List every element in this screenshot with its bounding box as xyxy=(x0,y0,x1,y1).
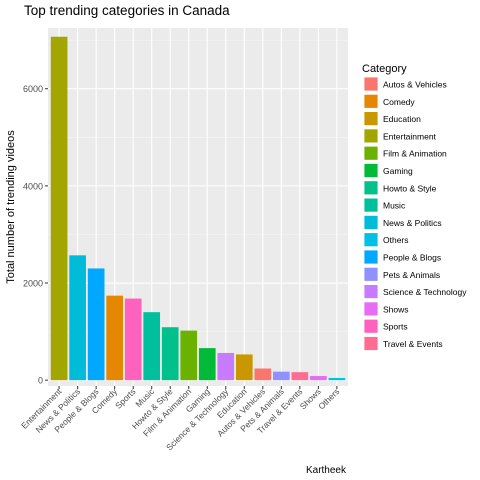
bar xyxy=(291,372,309,381)
legend-label: Sports xyxy=(383,322,408,332)
legend-key xyxy=(363,266,379,282)
legend-key xyxy=(363,284,379,300)
legend-key xyxy=(363,318,379,334)
legend-label: Film & Animation xyxy=(383,149,447,159)
legend-key xyxy=(363,145,379,161)
legend-label: Gaming xyxy=(383,166,413,176)
bar xyxy=(310,376,327,381)
legend-key xyxy=(363,128,379,144)
bar xyxy=(161,327,179,381)
legend-key xyxy=(363,214,379,230)
bar xyxy=(217,352,235,381)
bar xyxy=(124,298,142,381)
bar xyxy=(106,295,123,381)
y-axis: 0 2000 4000 6000 xyxy=(23,84,48,386)
legend-key xyxy=(363,301,379,317)
legend-label: People & Blogs xyxy=(383,253,441,263)
bar xyxy=(254,368,272,381)
bar xyxy=(50,36,68,381)
legend-label: Comedy xyxy=(383,97,415,107)
bar xyxy=(235,354,253,381)
legend-title: Category xyxy=(362,63,407,75)
legend-key xyxy=(363,232,379,248)
legend-key xyxy=(363,76,379,92)
legend-key xyxy=(363,249,379,265)
legend-label: Science & Technology xyxy=(383,287,467,297)
legend-label: Travel & Events xyxy=(383,339,443,349)
legend-label: Others xyxy=(383,235,409,245)
chart-caption: Kartheek xyxy=(306,465,347,476)
legend-key xyxy=(363,336,379,351)
legend-label: News & Politics xyxy=(383,218,442,228)
legend-label: Entertainment xyxy=(383,131,437,141)
chart-title: Top trending categories in Canada xyxy=(24,3,230,18)
bar xyxy=(143,312,161,381)
legend-key xyxy=(363,180,379,196)
x-tick-label: Sports xyxy=(113,386,137,410)
bar xyxy=(328,377,346,381)
legend-label: Autos & Vehicles xyxy=(383,80,447,90)
y-tick-label: 6000 xyxy=(23,84,43,94)
bar xyxy=(69,255,86,381)
y-tick-label: 2000 xyxy=(23,279,43,289)
bar xyxy=(198,348,216,381)
legend-label: Shows xyxy=(383,304,409,314)
y-tick-label: 0 xyxy=(38,376,43,386)
legend: Autos & Vehicles Comedy Education Entertain… xyxy=(363,76,467,351)
legend-key xyxy=(363,197,379,213)
legend-key xyxy=(363,111,379,126)
y-axis-label: Total number of trending videos xyxy=(5,130,17,284)
legend-label: Howto & Style xyxy=(383,183,437,193)
y-tick-label: 4000 xyxy=(23,181,43,191)
legend-key xyxy=(363,93,379,109)
bars xyxy=(50,36,346,381)
bar xyxy=(87,268,105,381)
legend-label: Education xyxy=(383,114,421,124)
legend-label: Pets & Animals xyxy=(383,270,440,280)
bar xyxy=(273,371,290,381)
legend-label: Music xyxy=(383,201,406,211)
bar xyxy=(180,330,198,381)
legend-key xyxy=(363,163,379,178)
x-tick-label: Others xyxy=(316,386,341,411)
